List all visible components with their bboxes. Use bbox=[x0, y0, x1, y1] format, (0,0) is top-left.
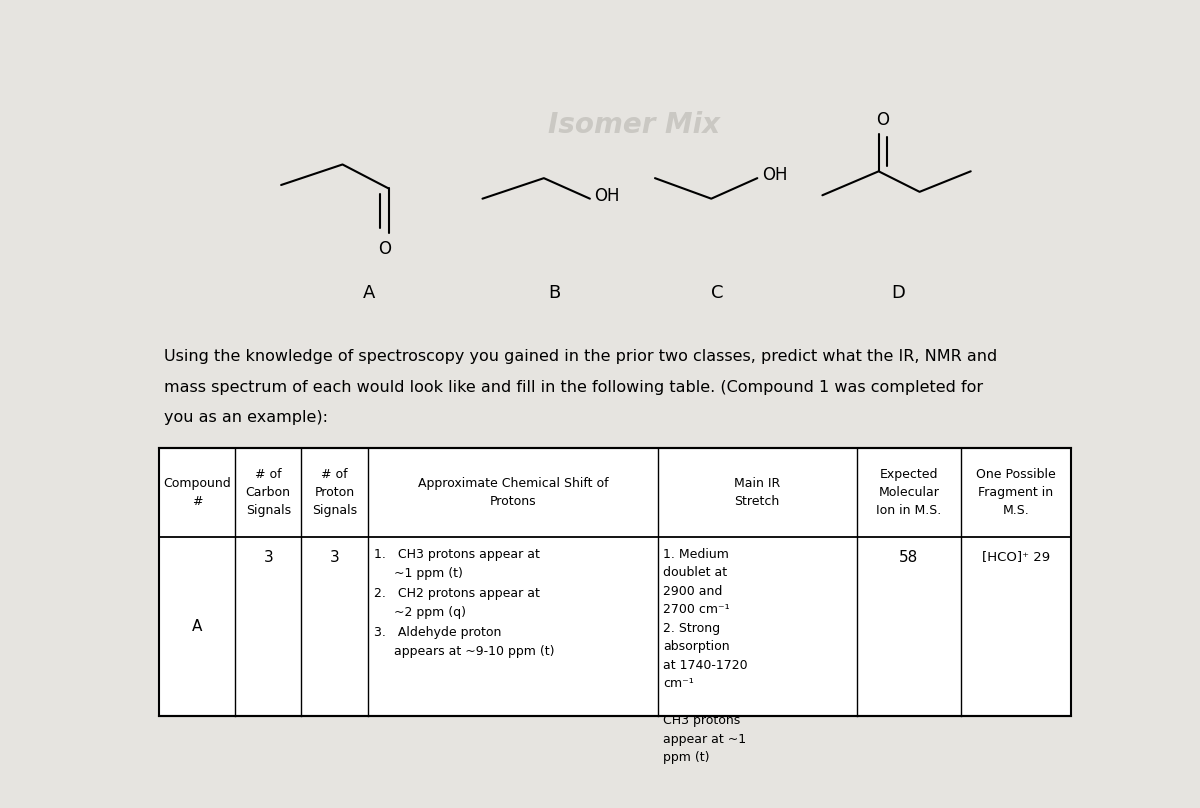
Text: Approximate Chemical Shift of
Protons: Approximate Chemical Shift of Protons bbox=[418, 477, 608, 508]
Text: [HCO]⁺ 29: [HCO]⁺ 29 bbox=[982, 550, 1050, 563]
Text: Compound
#: Compound # bbox=[163, 477, 230, 508]
Text: 1.   CH3 protons appear at
     ~1 ppm (t)
2.   CH2 protons appear at
     ~2 pp: 1. CH3 protons appear at ~1 ppm (t) 2. C… bbox=[373, 548, 554, 659]
Text: 3: 3 bbox=[330, 550, 340, 566]
Text: Using the knowledge of spectroscopy you gained in the prior two classes, predict: Using the knowledge of spectroscopy you … bbox=[164, 349, 997, 425]
Text: 58: 58 bbox=[899, 550, 918, 566]
Text: 3: 3 bbox=[263, 550, 274, 566]
Text: OH: OH bbox=[594, 187, 620, 204]
Text: One Possible
Fragment in
M.S.: One Possible Fragment in M.S. bbox=[976, 468, 1056, 517]
Text: C: C bbox=[712, 284, 724, 301]
Text: O: O bbox=[378, 240, 391, 259]
Text: Main IR
Stretch: Main IR Stretch bbox=[734, 477, 780, 508]
Text: O: O bbox=[876, 111, 889, 128]
Text: A: A bbox=[192, 619, 203, 634]
Text: # of
Carbon
Signals: # of Carbon Signals bbox=[246, 468, 290, 517]
Text: Isomer Mix: Isomer Mix bbox=[547, 111, 720, 139]
Text: 1. Medium
doublet at
2900 and
2700 cm⁻¹
2. Strong
absorption
at 1740-1720
cm⁻¹

: 1. Medium doublet at 2900 and 2700 cm⁻¹ … bbox=[664, 548, 748, 764]
Text: Expected
Molecular
Ion in M.S.: Expected Molecular Ion in M.S. bbox=[876, 468, 942, 517]
Text: A: A bbox=[362, 284, 374, 301]
Text: D: D bbox=[892, 284, 906, 301]
Text: B: B bbox=[548, 284, 560, 301]
Text: # of
Proton
Signals: # of Proton Signals bbox=[312, 468, 358, 517]
Text: OH: OH bbox=[762, 166, 787, 184]
